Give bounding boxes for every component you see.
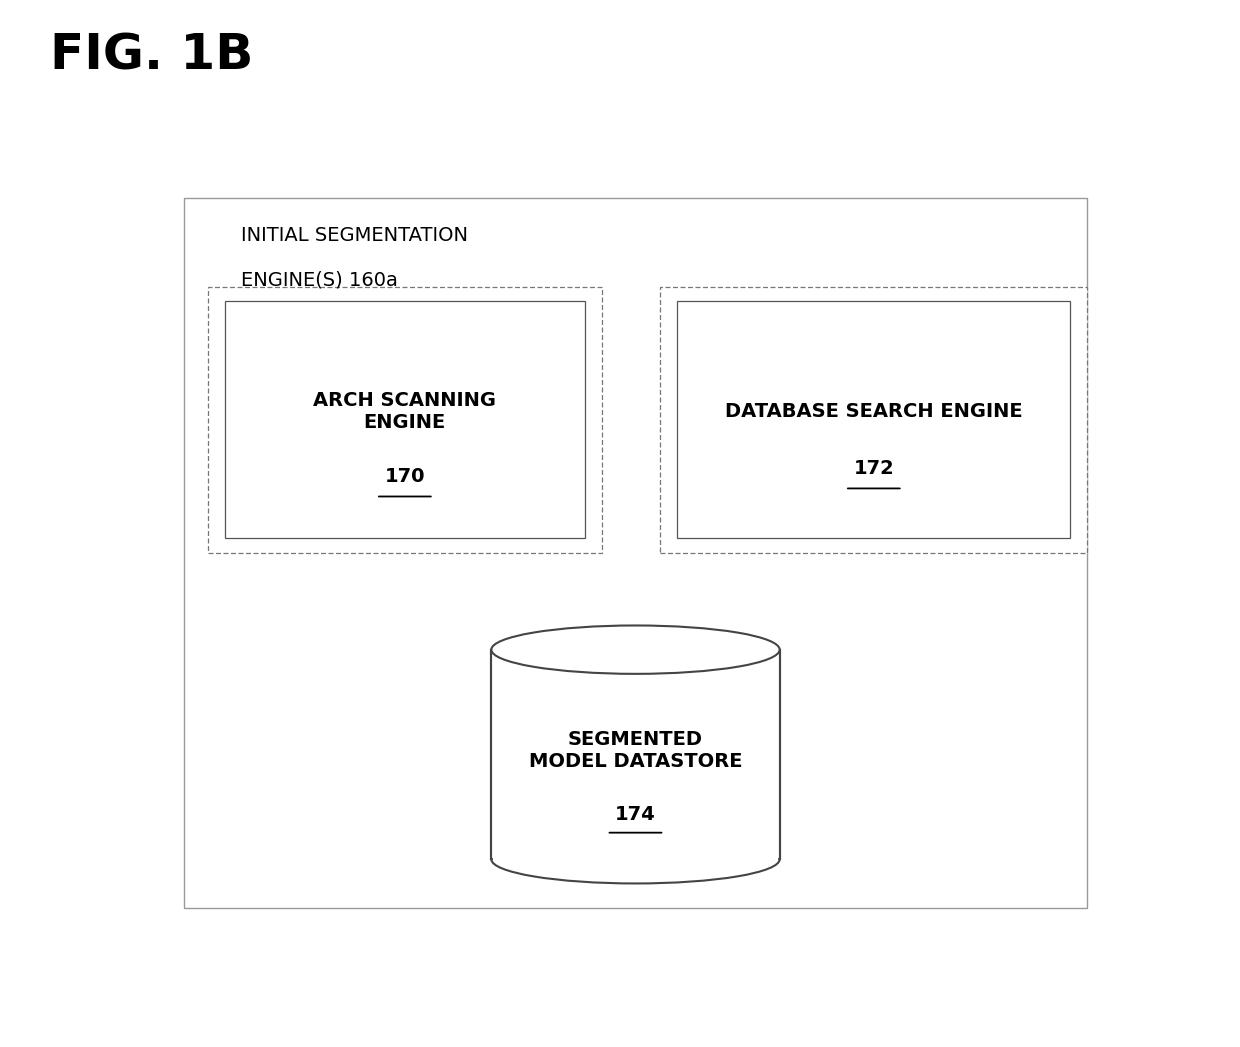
Text: 174: 174 bbox=[615, 805, 656, 824]
Bar bbox=[660, 287, 1087, 553]
Text: 172: 172 bbox=[853, 459, 894, 477]
Bar bbox=[208, 287, 601, 553]
Ellipse shape bbox=[491, 625, 780, 674]
Text: ENGINE(S) 160a: ENGINE(S) 160a bbox=[242, 271, 398, 290]
Ellipse shape bbox=[492, 837, 779, 883]
Bar bbox=[491, 649, 780, 860]
Bar bbox=[677, 302, 1070, 538]
Bar bbox=[226, 302, 584, 538]
Text: DATABASE SEARCH ENGINE: DATABASE SEARCH ENGINE bbox=[725, 402, 1023, 421]
Text: 170: 170 bbox=[384, 467, 425, 486]
Text: SEGMENTED
MODEL DATASTORE: SEGMENTED MODEL DATASTORE bbox=[528, 730, 743, 771]
Text: INITIAL SEGMENTATION: INITIAL SEGMENTATION bbox=[242, 226, 469, 245]
Text: ARCH SCANNING
ENGINE: ARCH SCANNING ENGINE bbox=[314, 392, 496, 432]
Text: FIG. 1B: FIG. 1B bbox=[50, 31, 253, 80]
Bar bbox=[184, 198, 1087, 908]
